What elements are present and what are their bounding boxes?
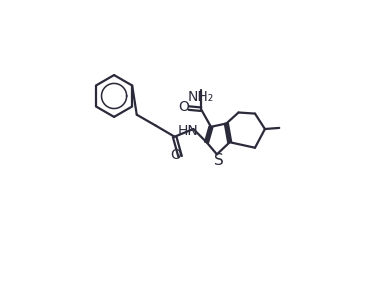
Text: O: O	[178, 100, 189, 114]
Text: HN: HN	[177, 124, 198, 138]
Text: O: O	[171, 148, 182, 162]
Text: NH₂: NH₂	[188, 90, 214, 104]
Text: S: S	[214, 153, 223, 168]
